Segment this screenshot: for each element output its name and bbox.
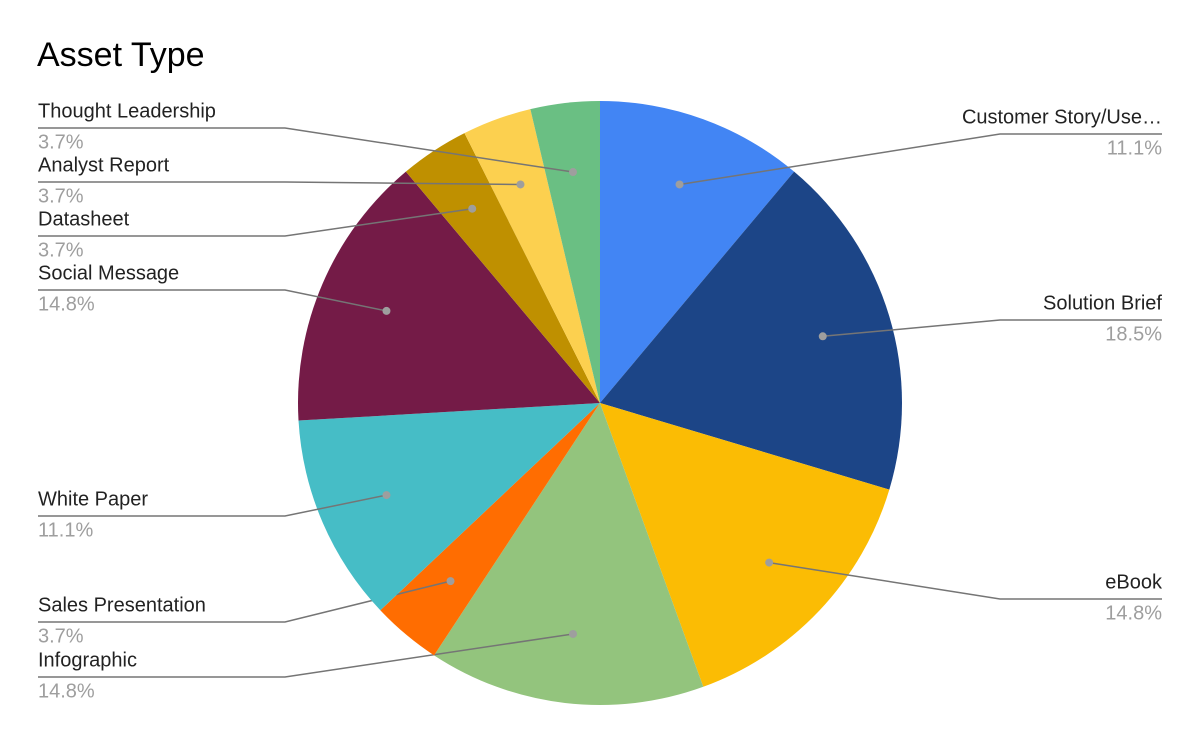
leader-dot — [382, 306, 391, 315]
pie-slice — [600, 171, 902, 490]
pie-slice — [600, 403, 890, 687]
slice-label: White Paper — [38, 488, 148, 510]
slice-percent: 3.7% — [38, 239, 84, 261]
pie-slice — [380, 403, 600, 656]
leader-dot — [382, 491, 391, 500]
leader-line — [38, 494, 387, 517]
chart-title: Asset Type — [37, 36, 205, 74]
pie-slice — [405, 133, 600, 404]
pie-slice — [600, 101, 795, 403]
slice-label: Analyst Report — [38, 154, 170, 176]
leader-dot — [675, 180, 684, 189]
slice-percent: 14.8% — [38, 680, 95, 702]
leader-line — [38, 289, 387, 312]
slice-percent: 3.7% — [38, 131, 84, 153]
leader-dot — [569, 168, 578, 177]
leader-dot — [468, 204, 477, 213]
slice-label: eBook — [1105, 571, 1163, 593]
slice-percent: 3.7% — [38, 185, 84, 207]
leader-line — [38, 207, 473, 237]
pie-slice — [530, 101, 600, 403]
slice-label: Datasheet — [38, 208, 130, 230]
slice-percent: 14.8% — [1105, 602, 1162, 624]
leader-line — [38, 633, 574, 678]
slice-label: Solution Brief — [1043, 292, 1162, 314]
pie-slice — [298, 403, 600, 611]
leader-line — [822, 319, 1162, 338]
slice-label: Infographic — [38, 649, 137, 671]
leader-dot — [446, 577, 455, 586]
leader-line — [679, 133, 1162, 186]
slice-label: Customer Story/Use… — [962, 106, 1162, 128]
pie-slice — [464, 109, 600, 404]
pie-slice — [434, 403, 704, 706]
leader-dot — [569, 629, 578, 638]
slice-label: Thought Leadership — [38, 100, 216, 122]
leader-line — [38, 127, 574, 173]
leader-dot — [765, 558, 774, 567]
pie-slice — [298, 171, 600, 421]
slice-label: Sales Presentation — [38, 594, 206, 616]
slice-percent: 14.8% — [38, 293, 95, 315]
leader-dot — [818, 332, 827, 341]
slice-percent: 11.1% — [1107, 137, 1162, 159]
leader-line — [769, 561, 1162, 600]
slice-percent: 18.5% — [1105, 323, 1162, 345]
slice-label: Social Message — [38, 262, 179, 284]
slice-percent: 11.1% — [38, 519, 93, 541]
leader-line — [38, 181, 521, 186]
slice-percent: 3.7% — [38, 625, 84, 647]
leader-dot — [516, 180, 525, 189]
